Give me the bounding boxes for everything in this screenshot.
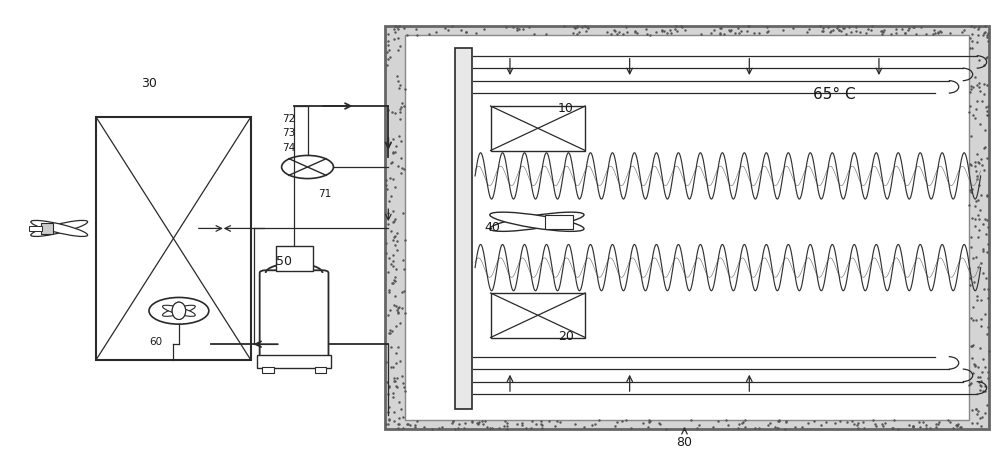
- Ellipse shape: [31, 221, 88, 236]
- Ellipse shape: [490, 212, 584, 231]
- Bar: [455, 48, 472, 409]
- Text: 10: 10: [558, 102, 574, 115]
- Text: 40: 40: [484, 221, 500, 234]
- Ellipse shape: [172, 302, 186, 319]
- Ellipse shape: [163, 305, 195, 316]
- Text: 30: 30: [141, 77, 157, 90]
- Text: 50: 50: [276, 255, 292, 268]
- Bar: [315, 367, 326, 373]
- Ellipse shape: [163, 305, 195, 316]
- Bar: [405, 35, 969, 420]
- Text: 74: 74: [283, 143, 296, 153]
- Text: 71: 71: [319, 189, 332, 199]
- Text: 80: 80: [676, 436, 692, 449]
- Text: 20: 20: [558, 330, 574, 343]
- Bar: [545, 215, 573, 229]
- Bar: [491, 106, 585, 151]
- Bar: [257, 355, 331, 368]
- Text: 72: 72: [283, 115, 296, 124]
- Ellipse shape: [172, 302, 186, 319]
- Bar: [385, 26, 989, 429]
- Bar: [41, 223, 53, 234]
- Text: 60: 60: [149, 337, 162, 347]
- Ellipse shape: [490, 212, 584, 231]
- Text: 73: 73: [283, 128, 296, 138]
- FancyBboxPatch shape: [260, 270, 328, 358]
- Bar: [491, 293, 585, 337]
- Bar: [96, 117, 251, 360]
- Bar: [276, 246, 313, 271]
- Text: 65° C: 65° C: [813, 87, 855, 102]
- Bar: [262, 367, 274, 373]
- Ellipse shape: [31, 221, 88, 236]
- Bar: [29, 226, 42, 230]
